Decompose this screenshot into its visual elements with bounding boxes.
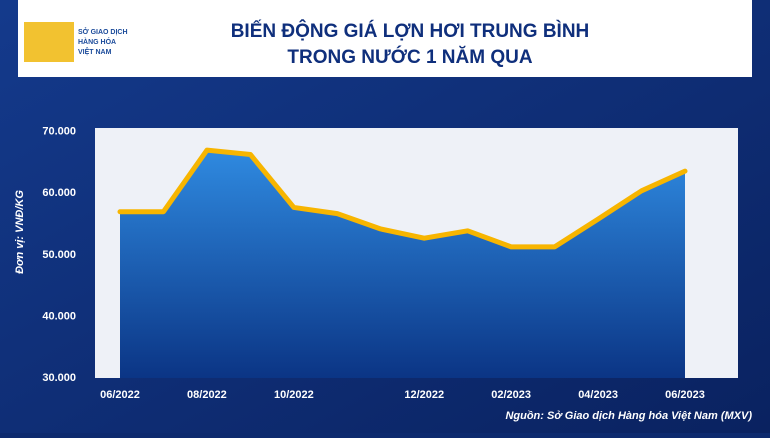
- chart-title: BIẾN ĐỘNG GIÁ LỢN HƠI TRUNG BÌNH: [231, 20, 590, 42]
- x-tick-label: 06/2022: [100, 389, 140, 401]
- y-tick-label: 30.000: [42, 372, 76, 384]
- logo-text: HÀNG HÓA: [78, 37, 116, 46]
- area: [120, 150, 685, 378]
- y-tick-label: 60.000: [42, 187, 76, 199]
- line: [117, 147, 688, 250]
- logo-text: SỞ GIAO DỊCH: [78, 27, 128, 36]
- x-tick-label: 12/2022: [404, 389, 444, 401]
- x-tick-label: 10/2022: [274, 389, 314, 401]
- y-axis-label: Đơn vị: VNĐ/KG: [14, 190, 26, 274]
- logo-text: VIỆT NAM: [78, 47, 112, 56]
- header-bar: [18, 0, 752, 77]
- chart-title: TRONG NƯỚC 1 NĂM QUA: [287, 46, 532, 68]
- y-tick-label: 40.000: [42, 310, 76, 322]
- x-tick-label: 02/2023: [491, 389, 531, 401]
- logo-mark: [24, 22, 74, 62]
- y-tick-label: 70.000: [42, 126, 76, 138]
- y-tick-label: 50.000: [42, 249, 76, 261]
- x-tick-label: 04/2023: [578, 389, 618, 401]
- x-tick-label: 08/2022: [187, 389, 227, 401]
- source: Nguồn: Sở Giao dịch Hàng hóa Việt Nam (M…: [505, 410, 752, 422]
- x-tick-label: 06/2023: [665, 389, 705, 401]
